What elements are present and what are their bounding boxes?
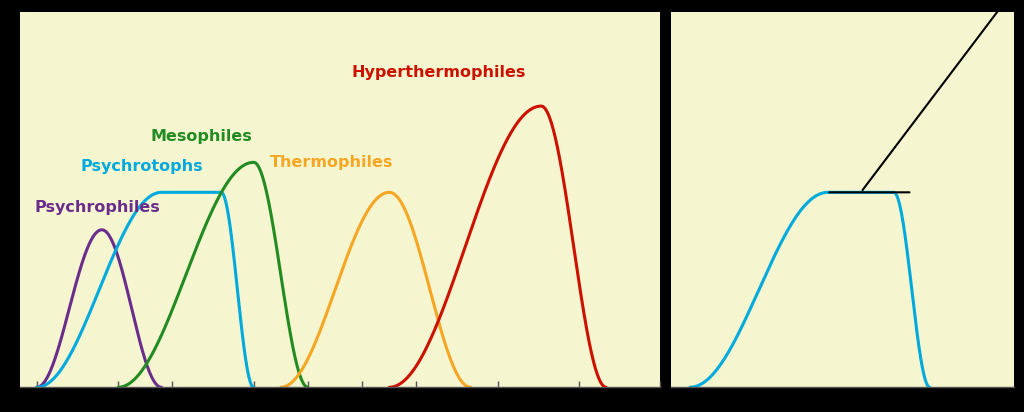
Text: Psychrotophs: Psychrotophs xyxy=(80,159,203,173)
Text: Mesophiles: Mesophiles xyxy=(151,129,252,144)
Text: Thermophiles: Thermophiles xyxy=(270,155,393,170)
Text: Psychrophiles: Psychrophiles xyxy=(34,200,160,215)
Text: Hyperthermophiles: Hyperthermophiles xyxy=(351,65,525,80)
